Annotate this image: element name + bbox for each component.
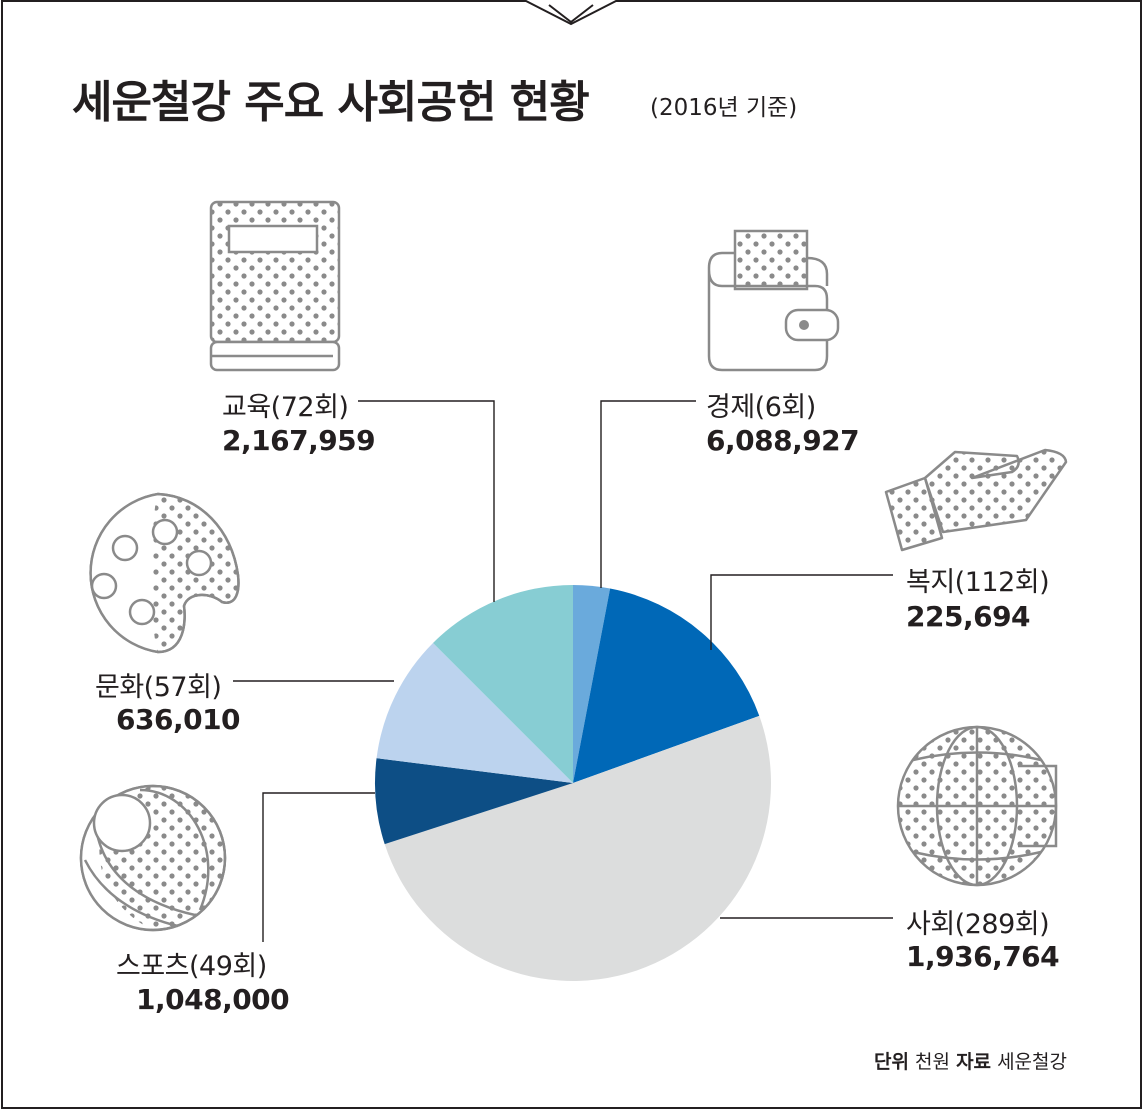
leader-line-welfare	[710, 574, 893, 650]
value-education: 2,167,959	[222, 424, 376, 457]
globe-icon	[896, 725, 1058, 887]
leader-line-economy	[600, 400, 696, 588]
wallet-icon	[707, 229, 840, 372]
source-key: 자료	[956, 1051, 992, 1073]
pie-slice-welfare	[573, 588, 760, 783]
label-society: 사회(289회)	[906, 909, 1050, 940]
value-sports: 1,048,000	[136, 983, 290, 1016]
pie-slice-education	[432, 585, 573, 783]
value-economy: 6,088,927	[706, 424, 860, 457]
book-icon	[209, 200, 341, 372]
pie-slice-economy	[573, 585, 611, 783]
hand-icon	[884, 448, 1068, 552]
label-economy: 경제(6회)	[706, 392, 816, 423]
label-education: 교육(72회)	[222, 392, 349, 423]
pie-slice-society	[384, 715, 772, 982]
value-culture: 636,010	[116, 703, 241, 736]
leader-line-education	[358, 400, 495, 602]
ball-icon	[79, 784, 227, 932]
page-title: 세운철강 주요 사회공헌 현황	[72, 77, 590, 128]
pie-slices	[375, 585, 772, 982]
label-culture: 문화(57회)	[95, 672, 222, 703]
label-sports: 스포츠(49회)	[116, 951, 267, 982]
footer-note: 단위 천원 자료 세운철강	[874, 1047, 1067, 1074]
leader-lines	[233, 400, 893, 942]
value-welfare: 225,694	[906, 600, 1031, 633]
value-society: 1,936,764	[906, 940, 1060, 973]
chevron-down-icon	[548, 4, 594, 24]
page-subtitle: (2016년 기준)	[650, 95, 798, 121]
unit-value: 천원	[915, 1051, 951, 1073]
pie-slice-culture	[376, 642, 573, 783]
unit-key: 단위	[874, 1051, 909, 1073]
label-welfare: 복지(112회)	[906, 567, 1050, 598]
source-value: 세운철강	[997, 1051, 1067, 1073]
palette-icon	[89, 492, 240, 654]
leader-line-sports	[262, 792, 375, 942]
pie-slice-sports	[375, 758, 573, 845]
